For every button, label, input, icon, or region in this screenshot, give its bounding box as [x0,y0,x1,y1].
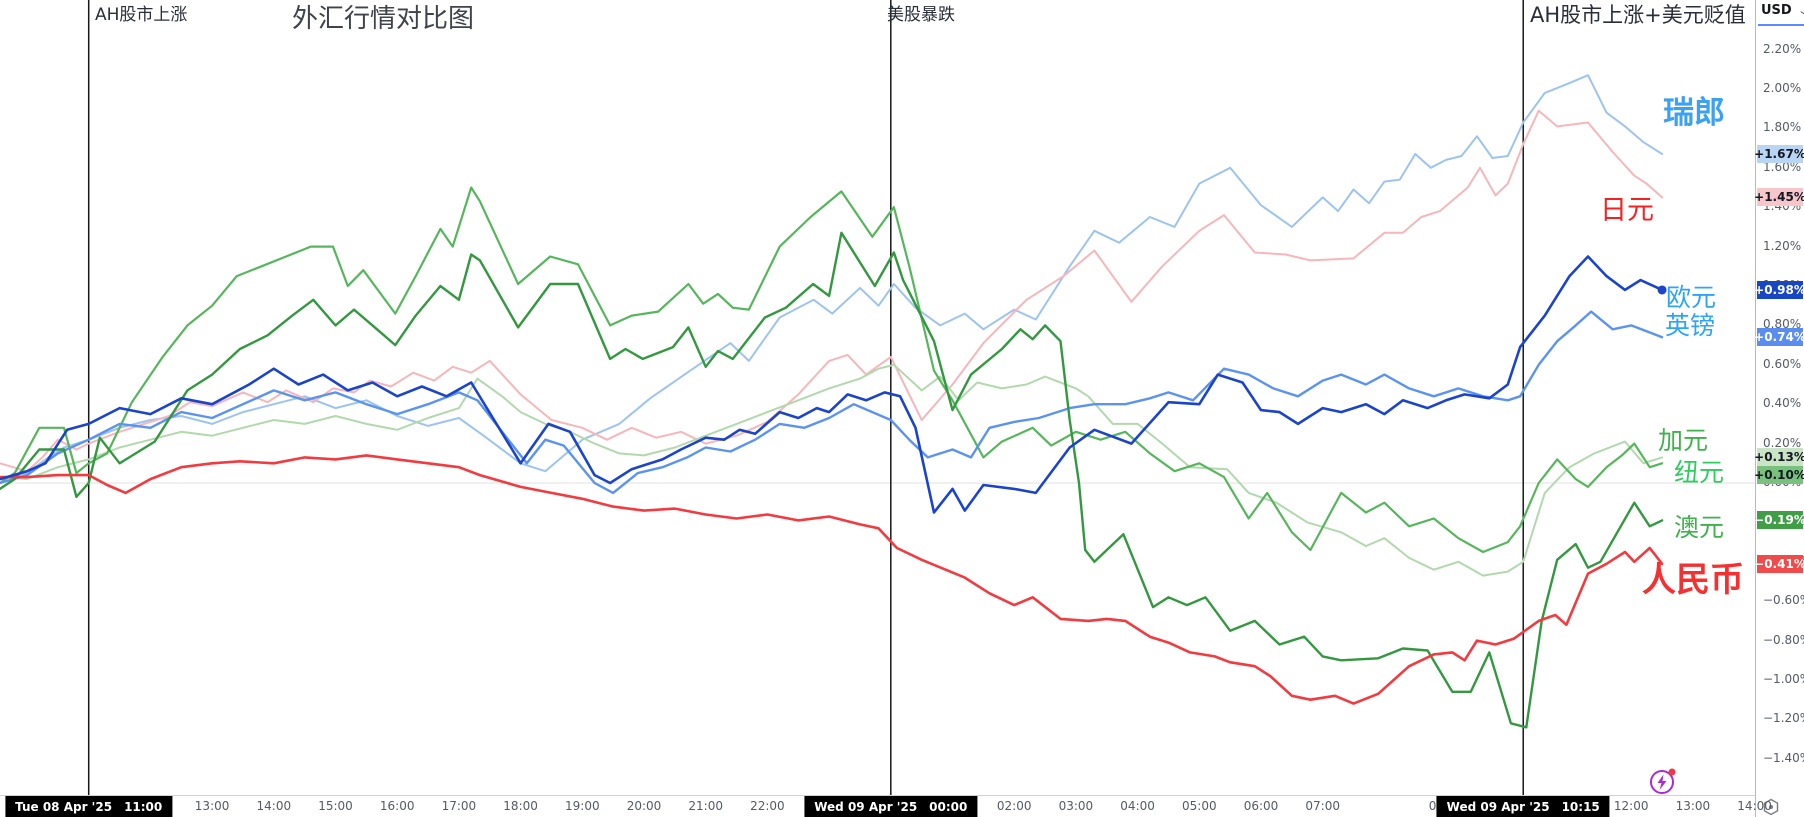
price-tick: 0.20% [1763,435,1802,450]
date-badge-date: Wed 09 Apr '25 [1446,799,1550,814]
time-tick: 07:00 [1305,799,1340,813]
time-tick: 06:00 [1243,799,1279,813]
label-chf[interactable]: 瑞郎 [1663,95,1725,131]
series-cad-line[interactable] [0,363,1664,577]
chart-title[interactable]: 外汇行情对比图 [292,4,475,34]
price-tick: 1.20% [1763,238,1802,253]
price-tick: 1.80% [1763,120,1802,135]
time-tick: 17:00 [441,799,477,813]
time-tick: 19:00 [565,799,600,813]
time-tick: 16:00 [379,799,415,813]
chevron-down-icon: ⌄ [1797,4,1804,17]
price-badge-eur: +0.98% [1754,280,1804,299]
series-gbp-line[interactable] [0,310,1664,495]
series-eur-last-point [1657,285,1667,295]
price-badge-jpy: +1.45% [1754,188,1804,207]
price-badge-nzd: +0.10% [1754,466,1804,485]
time-tick: 04:00 [1120,799,1155,813]
label-gbp[interactable]: 英镑 [1665,311,1716,340]
time-tick: 13:00 [194,799,230,813]
price-tick: 2.00% [1763,81,1802,95]
date-badge-date: Tue 08 Apr '25 [15,799,113,814]
price-axis[interactable]: USD ⌄ 2.20%2.00%1.80%1.60%1.40%1.20%1.00… [1754,0,1804,817]
series-aud-line[interactable] [0,231,1664,729]
event-caption-1[interactable]: AH股市上涨 [95,5,188,25]
time-tick: 13:00 [1675,799,1711,813]
price-badge-chf: +1.67% [1754,145,1804,163]
price-tick: −1.20% [1763,711,1804,726]
series-chf-line[interactable] [0,74,1664,481]
event-caption-3[interactable]: AH股市上涨+美元贬值 [1530,3,1746,27]
price-tick: −0.80% [1763,632,1804,647]
event-caption-2[interactable]: 美股暴跌 [887,5,955,25]
price-tick: 0.80% [1763,317,1802,332]
time-tick: 18:00 [503,799,538,813]
price-badge-cad: +0.13% [1754,448,1804,467]
currency-selector-label: USD [1761,3,1792,18]
time-tick: 14:00 [1737,799,1772,813]
price-tick: 0.60% [1763,356,1802,371]
time-tick: 15:00 [318,799,353,813]
flash-event-icon[interactable] [1647,763,1679,799]
label-eur[interactable]: 欧元 [1666,283,1717,312]
scale-settings-icon[interactable] [1762,798,1780,816]
price-tick: −1.40% [1763,750,1804,765]
price-badge-cny: −0.41% [1754,554,1804,573]
label-aud[interactable]: 澳元 [1674,513,1725,542]
price-badge-aud: −0.19% [1754,511,1804,530]
price-tick: 0.40% [1763,396,1802,411]
label-cad[interactable]: 加元 [1658,426,1709,455]
date-badge-time: 10:15 [1561,799,1600,814]
date-badge-time: 00:00 [929,799,968,814]
label-jpy[interactable]: 日元 [1600,195,1654,226]
currency-selector-underline [1758,24,1804,26]
time-tick: 03:00 [1058,799,1094,813]
date-badge: Wed 09 Apr '25 10:15 [1436,796,1610,817]
time-tick: 22:00 [750,799,785,813]
label-cny[interactable]: 人民币 [1642,560,1744,600]
currency-selector[interactable]: USD ⌄ [1761,3,1804,18]
label-nzd[interactable]: 纽元 [1674,458,1725,487]
time-tick: 20:00 [626,799,662,813]
time-tick: 05:00 [1182,799,1217,813]
price-tick: 2.20% [1763,41,1802,56]
time-tick: 12:00 [1613,799,1649,813]
series-cny-line[interactable] [0,454,1664,705]
date-badge-date: Wed 09 Apr '25 [814,799,918,814]
time-tick: 02:00 [996,799,1032,813]
time-tick: 14:00 [256,799,292,813]
price-tick: −0.60% [1763,593,1804,608]
price-badge-gbp: +0.74% [1754,328,1804,347]
price-tick: −1.00% [1763,672,1804,686]
price-tick: 1.60% [1763,159,1802,174]
date-badge: Wed 09 Apr '25 00:00 [804,796,978,817]
series-jpy-line[interactable] [0,109,1664,473]
time-tick: 21:00 [688,799,723,813]
date-badge-time: 11:00 [124,799,163,814]
date-badge: Tue 08 Apr '25 11:00 [5,796,173,817]
series-eur-line[interactable] [0,255,1664,514]
series-nzd-line[interactable] [0,186,1664,554]
